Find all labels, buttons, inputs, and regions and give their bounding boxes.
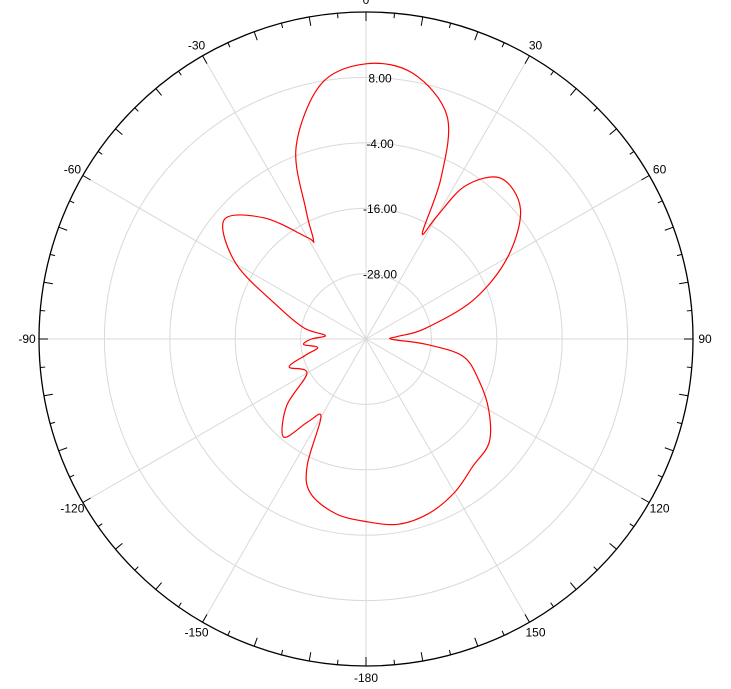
angle-tick <box>550 602 554 608</box>
angle-tick <box>448 23 452 29</box>
angle-tick <box>134 566 139 571</box>
angle-tick <box>69 474 75 478</box>
angle-tick <box>82 497 91 503</box>
angle-tick <box>253 31 258 41</box>
polar-grid <box>39 12 693 666</box>
angle-tick <box>629 523 635 527</box>
angle-tick <box>593 566 598 571</box>
grid-ring <box>300 273 432 405</box>
angle-tick <box>115 543 123 550</box>
angle-tick <box>629 151 635 155</box>
angle-tick <box>155 582 162 590</box>
angle-tick <box>155 88 162 96</box>
angle-tick <box>178 602 182 608</box>
angle-tick <box>676 421 682 425</box>
angle-tick <box>657 474 663 478</box>
angle-tick <box>227 42 231 48</box>
angle-tick <box>202 55 208 64</box>
angle-tick-label: -150 <box>184 626 208 640</box>
angle-tick <box>115 128 123 135</box>
angle-tick <box>280 23 284 29</box>
angle-tick <box>202 614 208 623</box>
angle-tick <box>58 447 68 452</box>
angle-tick <box>308 16 312 26</box>
angle-tick <box>50 253 56 257</box>
angle-tick <box>280 649 284 655</box>
grid-spoke <box>365 338 650 503</box>
angle-tick <box>641 175 650 181</box>
angle-tick <box>524 55 530 64</box>
angle-tick <box>134 107 139 112</box>
angle-tick-label: -90 <box>18 332 36 346</box>
outer-ring <box>38 11 694 667</box>
ring-label: -16.00 <box>363 202 397 216</box>
angle-tick-label: 120 <box>650 502 670 516</box>
angle-tick <box>474 31 479 41</box>
ring-label: -4.00 <box>366 137 394 151</box>
angle-tick <box>664 226 674 231</box>
angle-tick <box>308 652 312 662</box>
grid-spoke <box>365 338 530 623</box>
angle-tick-label: -120 <box>60 502 84 516</box>
angle-tick <box>679 393 689 397</box>
angle-tick-label: -180 <box>354 671 378 685</box>
angle-tick <box>501 42 505 48</box>
angle-tick <box>178 70 182 76</box>
angle-tick <box>550 70 554 76</box>
grid-spoke <box>82 338 367 503</box>
grid-spoke <box>202 55 367 340</box>
angle-tick <box>43 281 53 285</box>
angle-tick <box>676 253 682 257</box>
angle-tick <box>50 421 56 425</box>
angle-tick <box>474 637 479 647</box>
angle-tick-label: 150 <box>525 626 545 640</box>
angle-tick <box>609 128 617 135</box>
angle-tick <box>524 614 530 623</box>
angle-tick <box>448 649 452 655</box>
grid-spoke <box>82 175 367 340</box>
angle-tick <box>609 543 617 550</box>
series-layer <box>222 62 522 526</box>
angle-tick <box>664 447 674 452</box>
angle-tick-label: -60 <box>64 163 82 177</box>
angle-tick-label: 60 <box>653 163 667 177</box>
angle-tick <box>58 226 68 231</box>
angle-tick <box>570 582 577 590</box>
angle-tick-label: 0 <box>363 0 370 7</box>
angle-tick <box>593 107 598 112</box>
angle-tick <box>97 151 103 155</box>
grid-ring <box>103 76 629 602</box>
angle-tick <box>253 637 258 647</box>
radiation-pattern-line <box>222 62 522 526</box>
angle-tick-label: -30 <box>188 38 206 52</box>
ring-label: -28.00 <box>363 268 397 282</box>
grid-ring <box>234 207 498 471</box>
angle-tick <box>657 200 663 204</box>
angle-tick <box>97 523 103 527</box>
angle-tick-label: 90 <box>698 332 712 346</box>
angle-tick <box>501 630 505 636</box>
angle-tick <box>82 175 91 181</box>
label-layer: 0 30 60 90 120 150 -180 -150 -120 -90 -60 -30 8.00 -4… <box>18 0 712 685</box>
ring-label: 8.00 <box>368 71 392 85</box>
angle-tick <box>641 497 650 503</box>
angle-tick-label: 30 <box>529 38 543 52</box>
angle-tick <box>679 281 689 285</box>
grid-spoke <box>365 55 530 340</box>
angle-tick <box>420 652 424 662</box>
grid-spoke <box>202 338 367 623</box>
angle-tick <box>420 16 424 26</box>
grid-ring <box>169 142 563 536</box>
angle-tick <box>227 630 231 636</box>
angle-tick <box>570 88 577 96</box>
angle-tick <box>43 393 53 397</box>
angle-tick <box>69 200 75 204</box>
